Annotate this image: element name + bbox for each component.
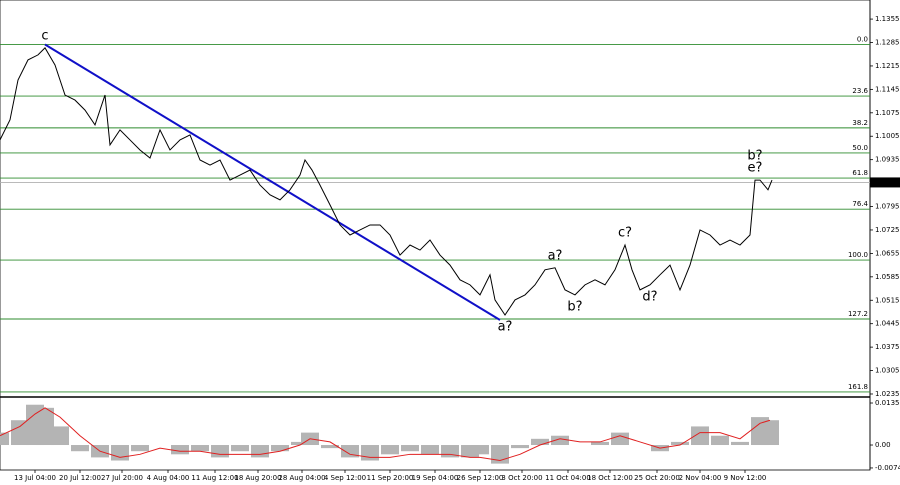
histogram-bar [71,445,89,452]
wave-label: b? [747,149,762,164]
histogram-bar [401,445,419,452]
x-tick-label: 18 Aug 20:00 [234,474,281,482]
wave-label: b? [567,299,582,314]
y-tick-label: 1.1005 [875,132,900,140]
y-tick-label: 1.1075 [875,109,900,117]
x-tick-label: 28 Aug 04:00 [278,474,325,482]
y-tick-label: 0.01355 [875,399,900,407]
x-tick-label: 3 Oct 20:00 [501,474,542,482]
last-price-box [870,177,900,188]
histogram-bar [711,435,729,446]
fib-label: 61.8 [852,169,868,177]
signal-line [0,407,771,462]
wave-label: a? [498,319,513,334]
y-tick-label: 1.0795 [875,203,900,211]
x-tick-label: 19 Sep 04:00 [412,474,459,482]
histogram-bar [36,407,54,446]
y-tick-label: 1.1215 [875,62,900,70]
y-tick-label: 1.0445 [875,320,900,328]
histogram-bar [611,432,629,446]
price-line [0,47,773,316]
fib-label: 161.8 [848,383,868,391]
histogram-bar [341,445,359,458]
histogram-bar [251,445,269,458]
wave-label: a? [548,248,563,263]
histogram-bar [591,441,609,446]
histogram-bar [551,435,569,446]
y-tick-label: 1.0515 [875,296,900,304]
x-tick-label: 27 Jul 20:00 [101,474,143,482]
histogram-bar [0,432,9,446]
wave-label: e? [748,161,763,176]
fib-label: 0.0 [857,36,868,44]
x-tick-label: 13 Jul 04:00 [14,474,56,482]
histogram-bar [11,420,29,446]
fib-label: 23.6 [852,87,868,95]
histogram-bar [671,441,689,446]
x-tick-label: 18 Oct 12:00 [587,474,633,482]
x-tick-label: 4 Sep 12:00 [324,474,366,482]
wave-label: d? [642,289,657,304]
fib-label: 76.4 [852,200,868,208]
fib-label: 50.0 [852,144,868,152]
y-tick-label: 1.0725 [875,226,900,234]
y-tick-label: 1.1285 [875,39,900,47]
y-tick-label: 1.0305 [875,367,900,375]
y-tick-label: 0.00 [875,441,891,449]
histogram-bar [691,426,709,446]
histogram-bar [271,445,289,452]
histogram-bar [51,426,69,446]
y-tick-label: 1.0935 [875,156,900,164]
plot-frame [0,0,871,471]
histogram-bar [421,445,439,455]
wave-label: c? [618,226,632,241]
histogram-bar [191,445,209,452]
histogram-bar [381,445,399,455]
histogram-bar [291,441,309,446]
x-tick-label: 11 Aug 12:00 [191,474,238,482]
last-price-label: 1.0867 [874,178,899,186]
y-tick-label: 1.0585 [875,273,900,281]
histogram-bar [111,445,129,461]
histogram-bar [531,438,549,446]
fib-label: 38.2 [852,119,868,127]
x-tick-label: 4 Aug 04:00 [147,474,190,482]
histogram-bar [321,445,339,449]
wave-label: c [41,28,48,43]
x-tick-label: 9 Nov 12:00 [724,474,767,482]
fib-label: 127.2 [848,310,868,318]
histogram-bar [761,420,779,446]
y-tick-label: -0.0074 [875,464,900,472]
y-tick-label: 1.1355 [875,15,900,23]
histogram-bar [731,441,749,446]
histogram-bar [211,445,229,458]
x-tick-label: 11 Oct 04:00 [545,474,591,482]
y-tick-label: 1.0655 [875,249,900,257]
x-tick-label: 26 Sep 12:00 [457,474,504,482]
histogram-bar [471,445,489,455]
x-tick-label: 20 Jul 12:00 [59,474,101,482]
fib-label: 100.0 [848,251,868,259]
x-tick-label: 2 Nov 04:00 [679,474,722,482]
y-tick-label: 1.1145 [875,85,900,93]
histogram-bar [231,445,249,452]
x-tick-label: 11 Sep 20:00 [367,474,414,482]
histogram-bar [361,445,379,461]
histogram-bar [511,445,529,449]
y-tick-label: 1.0235 [875,390,900,398]
histogram-bar [171,445,189,455]
histogram-bar [131,445,149,452]
trendline [44,43,501,321]
x-tick-label: 25 Oct 20:00 [634,474,680,482]
y-tick-label: 1.0375 [875,343,900,351]
